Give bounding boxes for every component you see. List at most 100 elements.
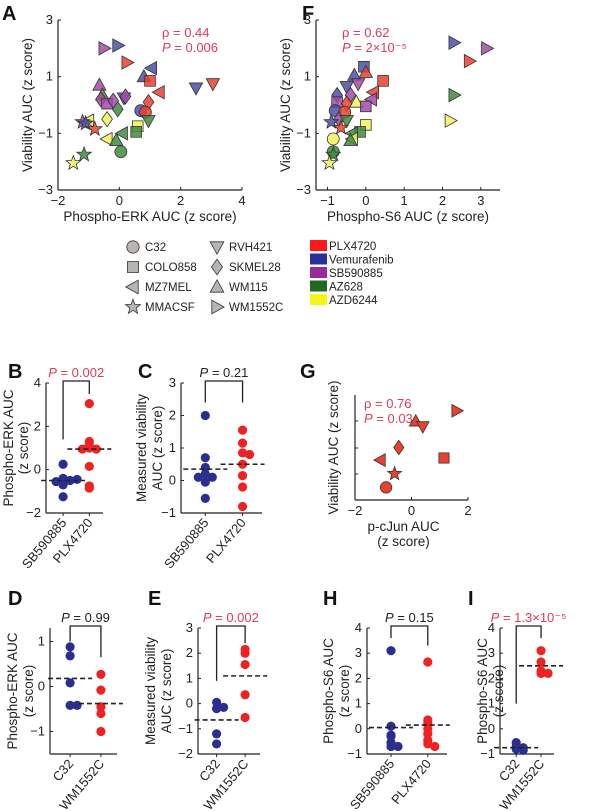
data-point <box>92 77 107 91</box>
x-axis-label: p-cJun AUC <box>367 519 439 534</box>
y-axis-label-2: (z score) <box>16 422 31 475</box>
y-axis-label: Phospho-ERK AUC <box>1 389 16 506</box>
x-tick-label: −2 <box>348 503 363 518</box>
category-label: PLX4720 <box>203 515 249 566</box>
data-point <box>84 398 94 409</box>
significance-bracket <box>69 625 102 658</box>
data-point <box>386 721 396 731</box>
scatter-panel-g: −2 0 2 p-cJun AUC(z score) Viability AUC (z … <box>326 380 472 549</box>
data-point <box>212 739 222 749</box>
legend-label: WM1552C <box>229 302 283 314</box>
data-point <box>130 126 142 138</box>
legend-item-plx4720: PLX4720 <box>310 240 376 253</box>
y-tick-label: 1 <box>186 670 193 685</box>
y-tick-label: 4 <box>34 375 41 390</box>
p-value-label: P = 1.3×10⁻⁵ <box>491 610 567 625</box>
data-point <box>108 132 124 146</box>
legend-item-rvh421: RVH421 <box>209 241 272 255</box>
y-tick-label: 1 <box>488 696 495 711</box>
data-point <box>240 712 250 723</box>
legend-marker-tri-down <box>209 241 225 255</box>
data-point <box>84 440 94 450</box>
data-point <box>65 642 75 652</box>
data-point <box>75 145 93 162</box>
panel-label-b: B <box>8 361 22 383</box>
x-tick-label: 0 <box>408 503 415 518</box>
y-axis-label-2: AUC (z score) <box>159 649 174 734</box>
stat-p: P = 0.006 <box>162 40 218 55</box>
legend-item-colo858: COLO858 <box>127 261 197 274</box>
y-tick-label: 0 <box>488 721 495 736</box>
data-point <box>339 115 354 129</box>
data-point <box>96 726 106 737</box>
legend-label: COLO858 <box>145 262 197 274</box>
legend-swatch <box>310 267 327 278</box>
legend-marker-diamond <box>210 258 224 276</box>
y-tick-label: 1 <box>169 440 176 455</box>
data-point <box>58 492 68 502</box>
y-axis-label: Phospho-ERK AUC <box>5 632 20 749</box>
y-tick-label: 0 <box>38 679 45 694</box>
data-point <box>112 38 126 53</box>
data-point <box>240 690 250 700</box>
legend-item-wm115: WM115 <box>209 279 268 294</box>
panel-label-g: G <box>300 361 316 383</box>
legend-item-sb590885: SB590885 <box>310 267 383 280</box>
data-point <box>451 403 465 418</box>
data-point <box>193 472 203 482</box>
data-point <box>240 659 250 670</box>
data-point <box>200 477 210 487</box>
legend-label: WM115 <box>229 282 268 294</box>
data-point <box>111 100 124 118</box>
x-axis-label: Phospho-S6 AUC (z score) <box>327 209 489 224</box>
data-point <box>219 702 229 712</box>
data-point <box>84 483 94 493</box>
scatter-panel-a: −2 0 2 4 −3 −1 1 3 Phospho-ERK AUC (z score) Viab… <box>20 12 246 224</box>
x-tick-label: 1 <box>401 193 408 208</box>
data-point <box>114 145 128 159</box>
data-point <box>237 438 248 448</box>
data-point <box>65 678 75 688</box>
data-point <box>448 35 462 50</box>
data-point <box>237 471 248 481</box>
data-point <box>348 94 364 108</box>
data-point <box>350 78 366 92</box>
y-tick-label: −2 <box>26 505 41 520</box>
y-tick-label: −1 <box>296 125 311 140</box>
data-point <box>393 439 405 456</box>
x-tick-label: −2 <box>51 193 66 208</box>
data-point <box>237 425 248 435</box>
data-point <box>430 741 440 752</box>
y-tick-label: 1 <box>38 634 45 649</box>
data-point <box>372 453 386 468</box>
legend-swatch <box>310 240 327 251</box>
legend-swatch <box>310 294 327 305</box>
legend-label: SKMEL28 <box>229 262 281 274</box>
data-point <box>65 700 75 711</box>
panel-label-e: E <box>148 588 161 610</box>
y-tick-label: 0 <box>355 721 362 736</box>
y-tick-label: 3 <box>186 620 193 635</box>
data-point <box>237 459 248 469</box>
y-axis-label-2: (z score) <box>337 665 352 718</box>
legend-label: AZ628 <box>329 282 363 294</box>
x-tick-label: −1 <box>320 193 335 208</box>
x-axis-label-2: (z score) <box>377 534 430 549</box>
data-point <box>212 697 222 707</box>
x-tick-label: 0 <box>116 193 123 208</box>
data-point <box>86 120 104 137</box>
y-axis-label-2: AUC (z score) <box>150 406 165 491</box>
data-point <box>200 493 210 503</box>
data-point <box>481 41 495 56</box>
data-point <box>207 472 217 482</box>
y-axis-label: Phospho-S6 AUC <box>475 638 490 744</box>
category-label: SB590885 <box>161 515 212 571</box>
x-tick-label: 3 <box>477 193 484 208</box>
stat-p: P = 2×10⁻⁵ <box>342 40 407 55</box>
